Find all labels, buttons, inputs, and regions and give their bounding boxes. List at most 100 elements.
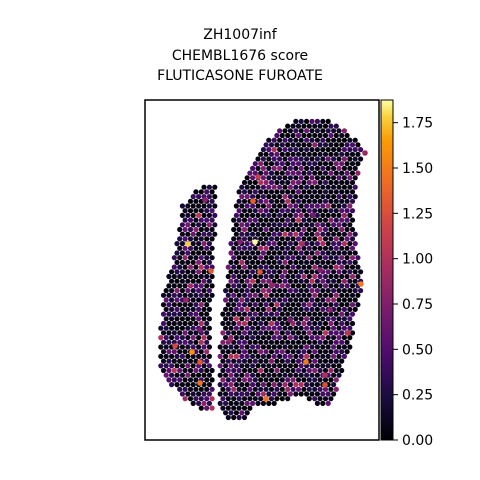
spot — [277, 259, 283, 265]
spot — [274, 255, 280, 261]
high-score-spot — [185, 241, 191, 247]
spot — [306, 217, 312, 223]
spot — [274, 320, 280, 327]
spot — [247, 358, 253, 364]
spot — [182, 302, 188, 308]
spot — [287, 306, 293, 312]
spot — [325, 147, 331, 153]
spot — [250, 316, 256, 322]
spot — [193, 189, 199, 195]
spot — [174, 316, 180, 322]
spot — [233, 231, 239, 237]
spot — [279, 142, 285, 148]
spot — [298, 335, 304, 341]
spot — [174, 372, 180, 378]
spot — [290, 189, 296, 195]
spot — [295, 208, 302, 214]
spot — [328, 367, 334, 374]
spot — [301, 217, 307, 223]
spot — [171, 349, 177, 355]
spot — [347, 147, 353, 153]
spot — [209, 367, 215, 374]
spot — [190, 203, 196, 209]
spot — [263, 179, 269, 186]
spot — [298, 316, 304, 322]
spot — [258, 189, 264, 195]
spot — [258, 283, 264, 289]
spot — [352, 259, 358, 265]
spot — [193, 236, 199, 242]
spot — [285, 283, 291, 289]
spot — [260, 344, 266, 350]
spot — [179, 344, 185, 350]
spot — [198, 292, 204, 298]
spot — [266, 222, 272, 228]
spot — [309, 137, 315, 143]
spot — [185, 372, 191, 378]
spot — [250, 231, 256, 237]
spot — [196, 231, 202, 237]
spot — [331, 184, 337, 190]
spot — [206, 306, 212, 312]
spot — [190, 222, 196, 228]
spot — [358, 147, 364, 153]
spot — [304, 325, 310, 331]
spot — [298, 250, 304, 256]
spot — [285, 226, 291, 233]
high-score-spot — [227, 337, 233, 343]
spot — [204, 245, 210, 251]
spot — [317, 255, 323, 261]
spot — [250, 391, 256, 397]
spot — [287, 391, 293, 397]
spot — [304, 297, 310, 303]
spot — [317, 245, 323, 251]
spot — [347, 288, 353, 294]
spot — [301, 123, 307, 129]
spot — [244, 410, 250, 416]
spot — [241, 386, 248, 392]
spot — [182, 396, 188, 402]
spot — [185, 259, 191, 265]
spot — [301, 339, 307, 345]
spot — [339, 367, 345, 374]
chart-title-line-3: FLUTICASONE FUROATE — [157, 68, 323, 84]
spot — [179, 241, 185, 247]
spot — [271, 250, 277, 256]
spot — [268, 161, 275, 167]
spot — [196, 344, 202, 350]
spot — [268, 264, 275, 270]
spot — [204, 339, 210, 345]
spot — [204, 302, 210, 308]
spot — [290, 132, 296, 139]
spot — [322, 170, 329, 176]
spot — [322, 255, 329, 261]
spot — [174, 250, 180, 256]
spot — [268, 151, 275, 157]
spot — [349, 217, 356, 223]
spot — [206, 400, 212, 406]
spot — [333, 283, 339, 289]
spot — [347, 344, 353, 350]
spot — [287, 147, 293, 153]
spot — [241, 264, 248, 270]
spot — [304, 156, 310, 162]
spot — [233, 212, 239, 218]
spot — [258, 320, 264, 327]
spot — [260, 400, 266, 406]
spot — [225, 358, 231, 364]
spot — [225, 367, 231, 374]
spot — [260, 372, 266, 378]
spot — [285, 198, 291, 204]
spot — [271, 372, 277, 378]
spot — [322, 302, 329, 308]
spot — [266, 363, 272, 369]
spot — [171, 255, 177, 261]
spot — [166, 349, 172, 355]
spot — [268, 339, 275, 345]
spot — [293, 325, 299, 331]
spot — [260, 335, 266, 341]
spot — [282, 363, 288, 369]
spot — [255, 194, 261, 200]
spot — [287, 212, 293, 218]
spot — [171, 367, 177, 374]
